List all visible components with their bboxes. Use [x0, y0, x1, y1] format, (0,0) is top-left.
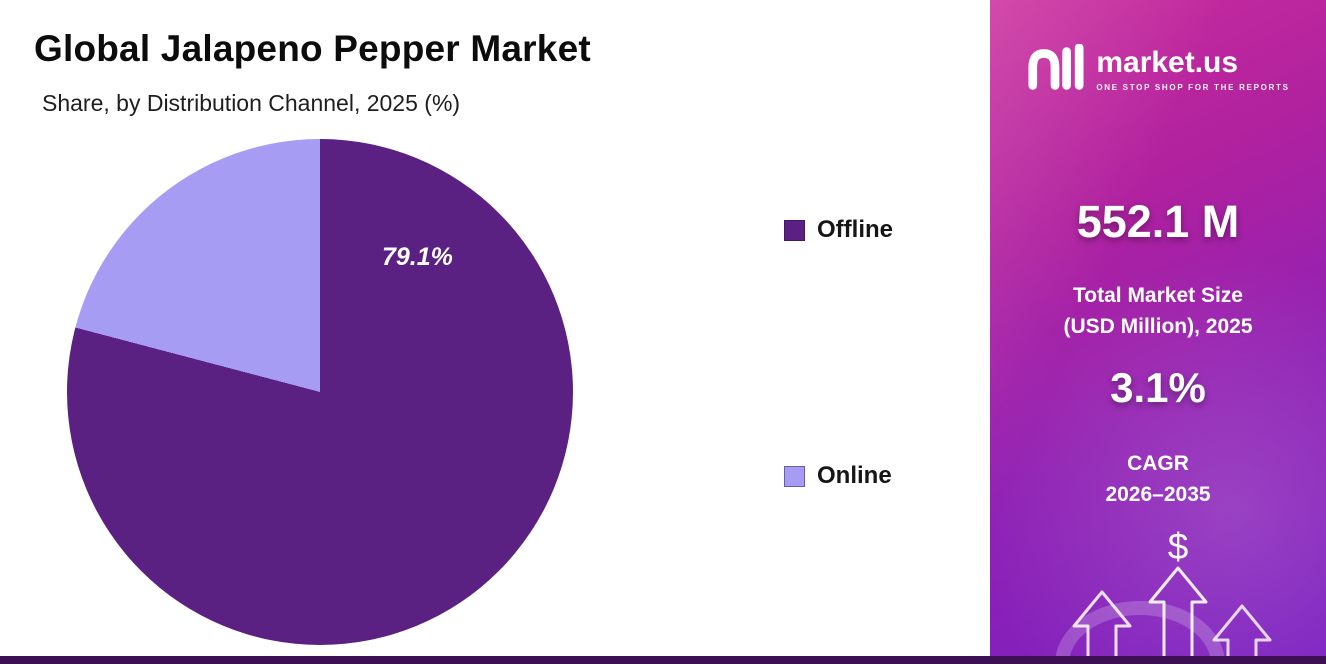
legend-label-online: Online	[817, 462, 892, 489]
brand-text-block: market.us ONE STOP SHOP FOR THE REPORTS	[1096, 47, 1289, 92]
brand-name: market.us	[1096, 46, 1239, 80]
pie-chart: 79.1%	[67, 139, 573, 645]
legend-label-offline: Offline	[817, 216, 893, 243]
stat-cagr-label-line2: 2026–2035	[1105, 483, 1211, 506]
stat-market-size-label: Total Market Size (USD Million), 2025	[990, 280, 1326, 342]
brand-panel: market.us ONE STOP SHOP FOR THE REPORTS …	[990, 0, 1326, 656]
brand-logo: market.us ONE STOP SHOP FOR THE REPORTS	[990, 43, 1326, 95]
legend-item-online: Online	[784, 462, 892, 490]
chart-subtitle: Share, by Distribution Channel, 2025 (%)	[42, 90, 461, 116]
legend-swatch-offline	[784, 219, 805, 241]
stat-cagr-label: CAGR 2026–2035	[990, 448, 1326, 510]
pie-slice-label-offline: 79.1%	[382, 243, 453, 271]
marketus-logo-icon	[1026, 43, 1084, 95]
brand-tagline: ONE STOP SHOP FOR THE REPORTS	[1096, 82, 1290, 92]
stat-market-size-label-line1: Total Market Size	[1073, 284, 1243, 307]
stat-market-size-label-line2: (USD Million), 2025	[1063, 315, 1253, 338]
stat-market-size-value: 552.1 M	[1076, 196, 1240, 247]
dollar-icon: $	[1167, 526, 1189, 567]
stat-cagr-value: 3.1%	[1110, 364, 1206, 411]
legend-item-offline: Offline	[784, 216, 893, 244]
stat-cagr-label-line1: CAGR	[1127, 452, 1189, 475]
footer-bar	[0, 656, 1326, 664]
legend-swatch-online	[784, 465, 805, 487]
chart-title: Global Jalapeno Pepper Market	[34, 28, 591, 69]
chart-area: Global Jalapeno Pepper Market Share, by …	[34, 28, 893, 645]
growth-arrows-icon	[1055, 566, 1272, 656]
